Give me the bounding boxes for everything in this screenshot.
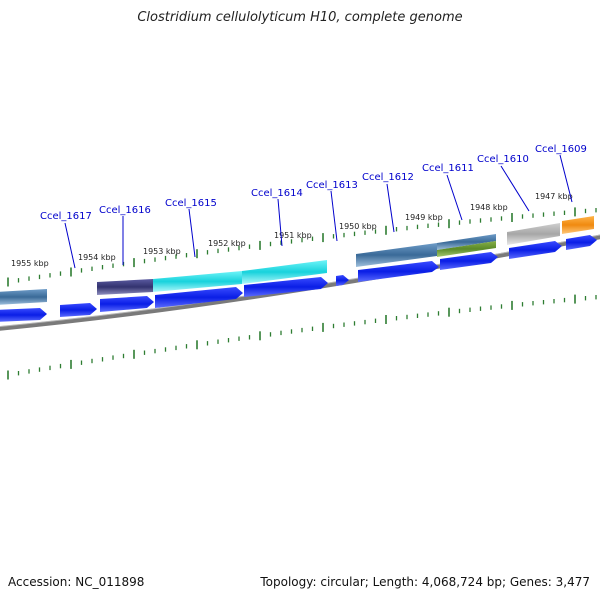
gene-label-ccel-1613[interactable]: Ccel_1613 xyxy=(306,180,358,191)
position-label: 1950 kbp xyxy=(339,222,377,231)
cds-arrow-ccel-1614[interactable] xyxy=(244,277,328,297)
position-label: 1948 kbp xyxy=(470,203,508,212)
cds-track xyxy=(0,235,597,322)
cds-arrow-ccel-1610[interactable] xyxy=(509,241,562,259)
feature-bar-ccel-1614[interactable] xyxy=(242,260,327,284)
leader-line xyxy=(64,222,76,269)
position-label: 1952 kbp xyxy=(208,239,246,248)
feature-bar-left-edge[interactable] xyxy=(0,289,47,305)
feature-track-upper xyxy=(0,216,594,305)
cds-arrow-ccel-1616[interactable] xyxy=(100,296,154,312)
gene-label-ccel-1614[interactable]: Ccel_1614 xyxy=(251,188,303,199)
position-labels: 1955 kbp 1954 kbp 1953 kbp 1952 kbp 1951… xyxy=(11,192,573,268)
cds-arrow-ccel-1617[interactable] xyxy=(60,303,97,317)
cds-arrow[interactable] xyxy=(0,308,47,322)
position-label: 1955 kbp xyxy=(11,259,49,268)
gene-label-leaders xyxy=(64,154,573,269)
gene-label-ccel-1610[interactable]: Ccel_1610 xyxy=(477,154,529,165)
leader-line xyxy=(277,198,283,247)
gene-labels: Ccel_1617 Ccel_1616 Ccel_1615 Ccel_1614 … xyxy=(40,144,587,222)
leader-line xyxy=(559,154,573,203)
leader-line xyxy=(386,183,395,233)
feature-bar-ccel-1611-lower[interactable] xyxy=(437,241,496,257)
gene-label-ccel-1616[interactable]: Ccel_1616 xyxy=(99,205,151,216)
feature-bar-ccel-1615[interactable] xyxy=(153,271,242,292)
leader-line xyxy=(446,174,463,221)
position-label: 1949 kbp xyxy=(405,213,443,222)
position-label: 1951 kbp xyxy=(274,231,312,240)
position-ticks-upper xyxy=(7,207,597,287)
feature-bar-ccel-1616[interactable] xyxy=(97,279,153,295)
leader-line xyxy=(500,165,530,212)
cds-arrow-ccel-1612[interactable] xyxy=(358,261,439,282)
gene-label-ccel-1611[interactable]: Ccel_1611 xyxy=(422,163,474,174)
cds-arrow-ccel-1615[interactable] xyxy=(155,287,243,308)
gene-label-ccel-1615[interactable]: Ccel_1615 xyxy=(165,198,217,209)
feature-bar-ccel-1610[interactable] xyxy=(507,223,560,245)
accession-label: Accession: NC_011898 xyxy=(8,575,145,589)
feature-bar-ccel-1612[interactable] xyxy=(356,243,437,267)
position-label: 1954 kbp xyxy=(78,253,116,262)
gene-label-ccel-1609[interactable]: Ccel_1609 xyxy=(535,144,587,155)
position-label: 1953 kbp xyxy=(143,247,181,256)
gene-label-ccel-1617[interactable]: Ccel_1617 xyxy=(40,211,92,222)
feature-bar-ccel-1611-upper[interactable] xyxy=(437,234,496,250)
map-title: Clostridium cellulolyticum H10, complete… xyxy=(137,10,463,25)
cds-arrow-ccel-1611[interactable] xyxy=(440,252,498,270)
feature-bar-ccel-1609[interactable] xyxy=(562,216,594,234)
leader-line xyxy=(188,208,196,258)
genome-summary-label: Topology: circular; Length: 4,068,724 bp… xyxy=(260,575,590,589)
position-label: 1947 kbp xyxy=(535,192,573,201)
gene-label-ccel-1612[interactable]: Ccel_1612 xyxy=(362,172,414,183)
cds-arrow-ccel-1609[interactable] xyxy=(566,235,597,250)
leader-line xyxy=(330,190,338,242)
cds-arrow-ccel-1613[interactable] xyxy=(336,275,349,286)
position-ticks-lower xyxy=(7,294,597,380)
